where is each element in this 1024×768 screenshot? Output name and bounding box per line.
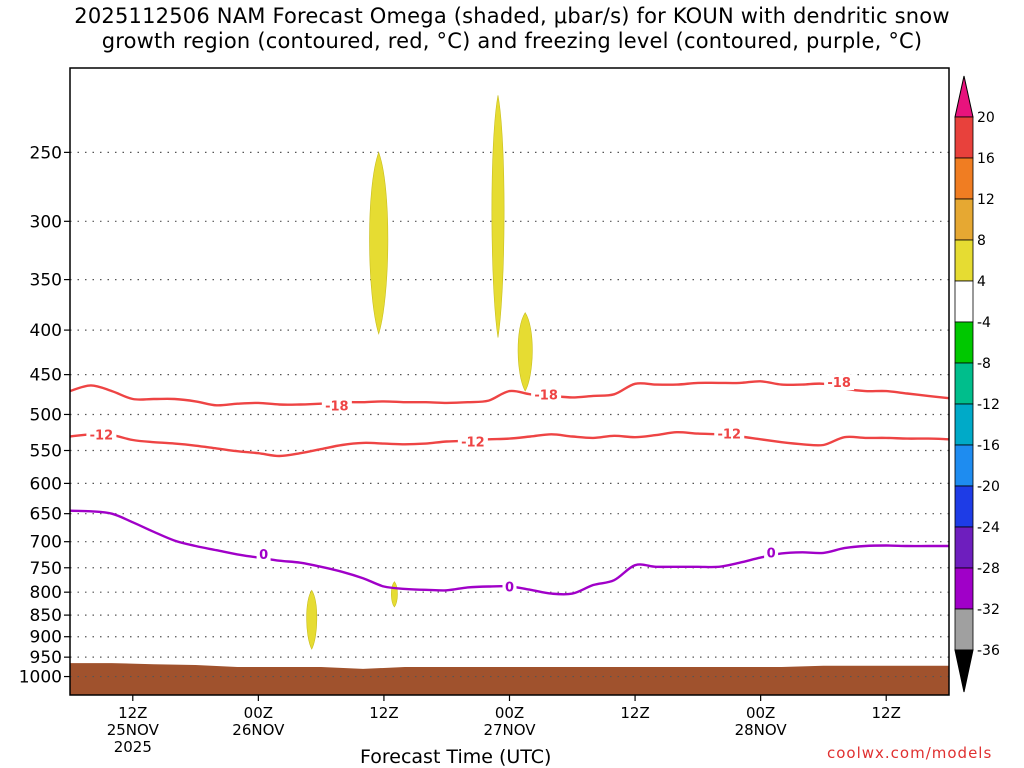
grid-layer: [70, 151, 949, 678]
plot-frame: [69, 67, 950, 696]
colorbar-swatch: [954, 444, 974, 487]
contour-label: -18: [534, 388, 558, 403]
colorbar-swatch: [954, 280, 974, 323]
x-tick-label: 26NOV: [232, 721, 285, 739]
x-tick-label: 12Z: [872, 704, 901, 722]
x-tick-label: 25NOV: [107, 721, 160, 739]
contour-label-bg: [256, 545, 271, 562]
colorbar-tick-label: 20: [977, 110, 995, 126]
colorbar-swatch: [954, 526, 974, 569]
y-tick-label: 900: [30, 628, 62, 648]
colorbar-swatch: [954, 198, 974, 241]
colorbar-tick-label: -28: [977, 561, 1000, 577]
x-axis-label: Forecast Time (UTC): [360, 746, 552, 768]
contour-label: -12: [718, 428, 742, 443]
omega-shaded-area: [491, 95, 505, 338]
colorbar-tick-label: -12: [977, 397, 1000, 413]
contour-label: -12: [461, 435, 485, 450]
omega-shaded-area: [517, 312, 533, 392]
contour-label: -12: [90, 428, 114, 443]
colorbar-swatch: [954, 321, 974, 364]
colorbar: 20 16 12 8 4 -4 -8 -12 -16 -20 -24 -28 -32 -36: [954, 75, 1000, 693]
y-tick-label: 450: [30, 366, 62, 386]
y-tick-label: 700: [30, 533, 62, 553]
colorbar-tick-label: -24: [977, 520, 1000, 536]
x-tick-label: 2025: [114, 738, 152, 756]
colorbar-swatch: [954, 403, 974, 446]
x-tick-label: 00Z: [244, 704, 273, 722]
y-axis: 2503003504004505005506006507007508008509…: [19, 143, 70, 688]
colorbar-tick-label: -8: [977, 356, 991, 372]
colorbar-tick-label: 8: [977, 233, 986, 249]
y-tick-label: 650: [30, 505, 62, 525]
y-tick-label: 350: [30, 271, 62, 291]
contour-label-bg: [502, 578, 517, 595]
contour-label: -18: [325, 399, 349, 414]
y-tick-label: 500: [30, 405, 62, 425]
contour-label-bg: [86, 426, 117, 443]
y-tick-label: 1000: [19, 668, 62, 688]
ground-terrain: [70, 663, 949, 695]
colorbar-top-arrow: [954, 75, 974, 118]
contour-label-bg: [824, 374, 855, 391]
y-tick-label: 800: [30, 583, 62, 603]
y-tick-label: 950: [30, 648, 62, 668]
contour-label-bg: [531, 386, 562, 403]
contour-line--18: [69, 380, 950, 407]
colorbar-swatch: [954, 567, 974, 610]
colorbar-bottom-arrow: [954, 649, 974, 693]
colorbar-tick-label: -4: [977, 315, 991, 331]
x-tick-label: 12Z: [369, 704, 398, 722]
x-tick-label: 12Z: [118, 704, 147, 722]
colorbar-swatch: [954, 239, 974, 282]
colorbar-tick-label: -36: [977, 643, 1000, 659]
colorbar-swatch: [954, 362, 974, 405]
colorbar-tick-label: 16: [977, 151, 995, 167]
contour-label: 0: [259, 548, 268, 563]
colorbar-tick-label: 4: [977, 274, 986, 290]
contour-label-layer: -18 -18 -18 -12 -12 -12 0 0 0: [86, 374, 855, 595]
y-tick-label: 850: [30, 606, 62, 626]
contour-line--12: [69, 430, 950, 458]
omega-shading-layer: [306, 95, 533, 650]
contour-label-bg: [714, 425, 745, 442]
omega-shaded-area: [369, 151, 389, 335]
colorbar-swatch: [954, 485, 974, 528]
omega-shaded-area: [306, 589, 318, 650]
colorbar-tick-label: -16: [977, 438, 1000, 454]
x-tick-label: 28NOV: [735, 721, 788, 739]
contour-label-bg: [457, 433, 488, 450]
x-tick-label: 27NOV: [483, 721, 536, 739]
y-tick-label: 750: [30, 559, 62, 579]
contour-label-bg: [321, 397, 352, 414]
chart-title: 2025112506 NAM Forecast Omega (shaded, μ…: [74, 4, 950, 53]
contour-layer: [69, 380, 950, 596]
colorbar-swatch: [954, 157, 974, 200]
contour-label: 0: [505, 580, 514, 595]
x-tick-label: 00Z: [495, 704, 524, 722]
contour-label-bg: [764, 544, 779, 561]
x-tick-label: 12Z: [620, 704, 649, 722]
omega-shaded-area: [391, 581, 398, 608]
y-tick-label: 300: [30, 212, 62, 232]
ground-layer: [70, 663, 949, 695]
y-tick-label: 550: [30, 442, 62, 462]
colorbar-tick-label: -20: [977, 479, 1000, 495]
y-tick-label: 600: [30, 474, 62, 494]
colorbar-swatch: [954, 116, 974, 159]
colorbar-tick-label: 12: [977, 192, 995, 208]
contour-label: 0: [767, 546, 776, 561]
y-tick-label: 250: [30, 143, 62, 163]
contour-label: -18: [827, 376, 851, 391]
colorbar-swatch: [954, 608, 974, 651]
x-tick-label: 00Z: [746, 704, 775, 722]
source-credit: coolwx.com/models: [827, 744, 993, 762]
y-tick-label: 400: [30, 321, 62, 341]
colorbar-tick-label: -32: [977, 602, 1000, 618]
